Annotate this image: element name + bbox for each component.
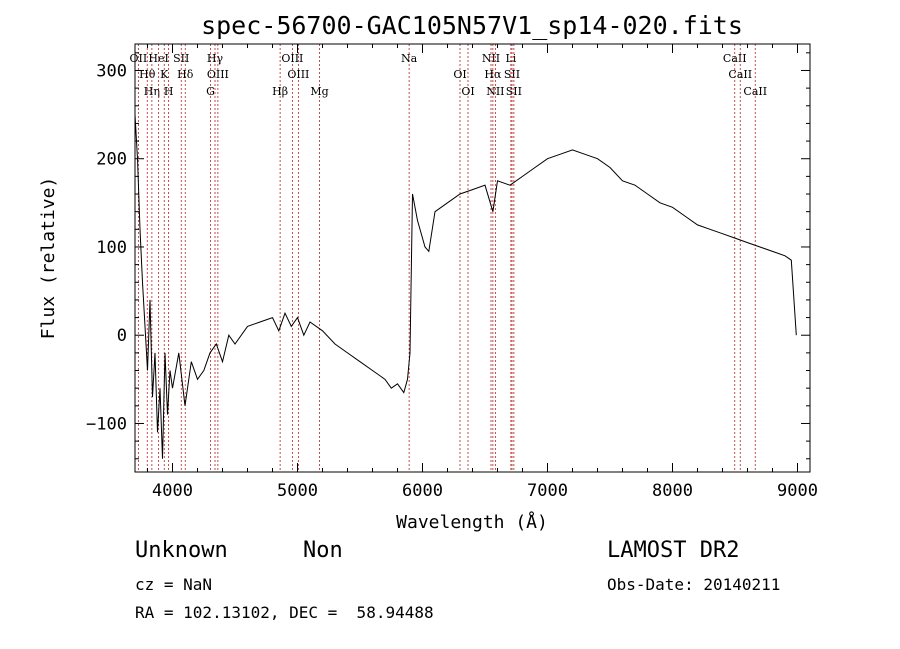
line-label: Hθ	[139, 68, 156, 81]
spectrum-line	[134, 114, 797, 459]
line-label: G	[206, 85, 215, 98]
y-tick-label: 0	[117, 326, 127, 346]
line-label: OIII	[281, 52, 303, 65]
line-label: OII	[130, 52, 148, 65]
chart-title: spec-56700-GAC105N57V1_sp14-020.fits	[201, 11, 743, 40]
line-label: CaII	[728, 68, 752, 81]
x-axis-label: Wavelength (Å)	[396, 511, 548, 533]
line-label: NII	[482, 52, 500, 65]
x-tick-label: 4000	[152, 481, 193, 501]
spectrum-layer	[134, 114, 797, 459]
line-label: SII	[504, 68, 520, 81]
line-label: SII	[506, 85, 522, 98]
line-label: OIII	[287, 68, 309, 81]
line-label: Hη	[144, 85, 160, 98]
line-label: Na	[401, 52, 418, 65]
y-tick-label: −100	[86, 414, 127, 434]
line-label: Hδ	[177, 68, 194, 81]
line-label: CaII	[723, 52, 747, 65]
line-label: HeI	[148, 52, 168, 65]
line-label: NII	[486, 85, 504, 98]
info-radec: RA = 102.13102, DEC = 58.94488	[135, 603, 434, 622]
line-label: CaII	[743, 85, 767, 98]
x-tick-label: 8000	[652, 481, 693, 501]
x-tick-label: 6000	[402, 481, 443, 501]
info-subclass: Non	[303, 538, 343, 563]
line-label: H	[164, 85, 174, 98]
line-label: SII	[173, 52, 189, 65]
y-tick-label: 200	[96, 150, 127, 170]
line-label: Li	[505, 52, 516, 65]
plot-frame	[134, 43, 811, 473]
line-label: Hγ	[207, 52, 224, 65]
info-class: Unknown	[135, 538, 228, 563]
x-tick-label: 7000	[527, 481, 568, 501]
line-label: K	[160, 68, 169, 81]
y-axis: −100 0 100 200 300	[86, 52, 810, 460]
line-label: OIII	[207, 68, 229, 81]
line-label: OI	[461, 85, 474, 98]
info-survey: LAMOST DR2	[607, 538, 740, 563]
y-tick-label: 100	[96, 238, 127, 258]
info-cz: cz = NaN	[135, 575, 213, 594]
line-label: Hβ	[272, 85, 288, 98]
line-label: Mg	[310, 85, 328, 98]
x-tick-label: 9000	[777, 481, 818, 501]
y-axis-label: Flux (relative)	[38, 177, 59, 340]
line-label: OI	[453, 68, 466, 81]
x-tick-label: 5000	[277, 481, 318, 501]
emission-lines-layer: OIIHθHηHeIKHSIIHδGHγOIIIHβOIIIOIIIMgNaOI…	[130, 44, 767, 472]
y-tick-label: 300	[96, 61, 127, 81]
x-axis: 4000 5000 6000 7000 8000 9000	[147, 44, 818, 501]
info-obsdate: Obs-Date: 20140211	[607, 575, 781, 594]
line-label: Hα	[484, 68, 502, 81]
